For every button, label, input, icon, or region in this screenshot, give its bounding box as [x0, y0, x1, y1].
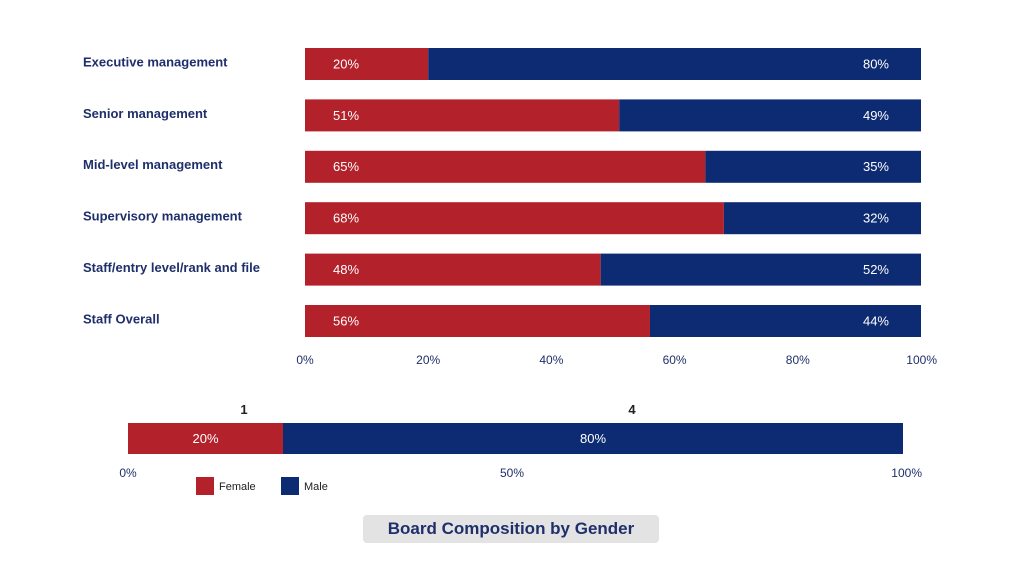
board-x-tick-label: 100% [891, 466, 922, 480]
board-count-male: 4 [628, 402, 636, 417]
bar-male [705, 150, 921, 183]
board-bar-label-female: 20% [192, 431, 218, 446]
x-tick-label: 20% [416, 353, 440, 367]
board-x-tick-label: 50% [500, 466, 524, 480]
bar-female [305, 99, 620, 132]
category-label: Staff Overall [83, 311, 160, 326]
category-label: Senior management [83, 106, 208, 121]
x-tick-label: 0% [296, 353, 314, 367]
x-tick-label: 80% [786, 353, 810, 367]
x-tick-label: 60% [663, 353, 687, 367]
legend-label-male: Male [304, 481, 328, 493]
category-label: Executive management [83, 54, 228, 69]
bar-female [305, 48, 429, 80]
bar-label-female: 65% [333, 159, 359, 174]
legend-label-female: Female [219, 481, 256, 493]
category-label: Supervisory management [83, 209, 243, 224]
bar-label-male: 52% [863, 262, 889, 277]
bar-label-female: 20% [333, 56, 359, 71]
bar-female [305, 150, 706, 183]
bar-male [428, 48, 921, 80]
legend-swatch-female [196, 477, 214, 495]
bar-label-male: 35% [863, 159, 889, 174]
x-tick-label: 100% [906, 353, 937, 367]
board-bar-label-male: 80% [580, 431, 606, 446]
bar-male [723, 202, 921, 235]
board-count-female: 1 [240, 402, 247, 417]
bar-label-female: 56% [333, 313, 359, 328]
legend-swatch-male [281, 477, 299, 495]
bar-label-male: 44% [863, 313, 889, 328]
bar-label-female: 68% [333, 211, 359, 226]
board-bar-female [128, 423, 283, 454]
bar-male [600, 253, 921, 286]
x-tick-label: 40% [539, 353, 563, 367]
bar-label-male: 49% [863, 108, 889, 123]
bar-label-male: 32% [863, 211, 889, 226]
bar-male [649, 305, 921, 337]
bar-label-male: 80% [863, 56, 889, 71]
bar-female [305, 202, 724, 235]
category-label: Staff/entry level/rank and file [83, 260, 260, 275]
board-x-tick-label: 0% [119, 466, 137, 480]
bar-label-female: 48% [333, 262, 359, 277]
bar-female [305, 305, 650, 337]
bar-female [305, 253, 601, 286]
bar-label-female: 51% [333, 108, 359, 123]
category-label: Mid-level management [83, 157, 223, 172]
board-chart-title: Board Composition by Gender [363, 515, 659, 543]
bar-male [619, 99, 921, 132]
board-bar-male [283, 423, 903, 454]
